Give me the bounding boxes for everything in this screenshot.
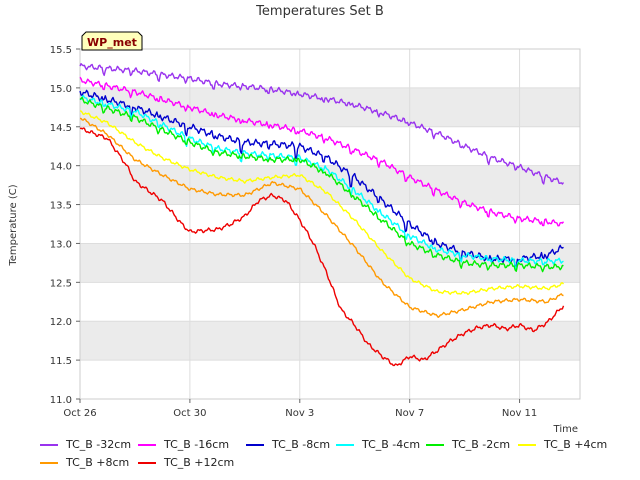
legend-item: TC_B -32cm bbox=[40, 438, 131, 451]
x-tick-label: Nov 11 bbox=[502, 408, 537, 419]
legend-item: TC_B -2cm bbox=[426, 438, 510, 451]
y-axis: 11.0 11.5 12.0 12.5 13.0 13.5 14.0 14.5 15.0 15.5 bbox=[50, 45, 80, 406]
legend-item: TC_B +12cm bbox=[138, 456, 234, 469]
y-tick-label: 11.0 bbox=[50, 395, 72, 406]
legend-item: TC_B -16cm bbox=[138, 438, 229, 451]
legend-swatch bbox=[40, 461, 58, 464]
series-line-7 bbox=[79, 117, 564, 318]
series-line-2 bbox=[79, 76, 565, 227]
legend-label: TC_B +8cm bbox=[66, 456, 130, 469]
legend: TC_B -32cm TC_B -16cm TC_B -8cm TC_B -4cm TC… bbox=[0, 434, 640, 480]
legend-item: TC_B -8cm bbox=[246, 438, 330, 451]
y-tick-label: 11.5 bbox=[50, 356, 72, 367]
chart-canvas: Temperatures Set B 11.011.512.012.513.01… bbox=[8, 4, 581, 434]
x-tick-label: Nov 3 bbox=[285, 408, 314, 419]
legend-item: TC_B -4cm bbox=[336, 438, 420, 451]
legend-swatch bbox=[138, 461, 156, 464]
series-line-8 bbox=[79, 127, 565, 367]
plot-area bbox=[79, 48, 581, 400]
band bbox=[80, 165, 580, 205]
series-line-3 bbox=[79, 89, 564, 268]
legend-label: TC_B -32cm bbox=[66, 438, 132, 451]
y-tick-label: 12.5 bbox=[50, 278, 72, 289]
series-line-1 bbox=[79, 63, 565, 185]
legend-label: TC_B -2cm bbox=[452, 438, 511, 451]
legend-swatch bbox=[246, 443, 264, 446]
series-line-4 bbox=[79, 94, 564, 271]
y-tick-label: 15.0 bbox=[50, 84, 72, 95]
y-tick-label: 14.5 bbox=[50, 123, 72, 134]
y-tick-label: 13.0 bbox=[50, 239, 72, 250]
legend-swatch bbox=[336, 443, 354, 446]
legend-label: TC_B -16cm bbox=[164, 438, 230, 451]
legend-swatch bbox=[138, 443, 156, 446]
legend-label: TC_B +4cm bbox=[544, 438, 608, 451]
chart-title: Temperatures Set B bbox=[255, 4, 384, 19]
legend-swatch bbox=[518, 443, 536, 446]
legend-swatch bbox=[40, 443, 58, 446]
series-line-5 bbox=[79, 96, 564, 273]
x-axis-label: Time bbox=[553, 424, 578, 434]
station-badge: WP_met bbox=[81, 31, 143, 51]
x-tick-label: Oct 30 bbox=[173, 408, 206, 419]
series-line-6 bbox=[79, 110, 565, 296]
legend-swatch bbox=[426, 443, 444, 446]
background-bands bbox=[80, 87, 580, 361]
band bbox=[80, 243, 580, 283]
legend-item: TC_B +4cm bbox=[518, 438, 607, 451]
x-tick-label: Oct 26 bbox=[63, 408, 96, 419]
y-tick-label: 14.0 bbox=[50, 162, 72, 173]
band bbox=[80, 87, 580, 127]
y-tick-label: 15.5 bbox=[50, 45, 72, 56]
legend-label: TC_B -8cm bbox=[272, 438, 331, 451]
series-lines bbox=[79, 63, 565, 367]
station-badge-label: WP_met bbox=[87, 36, 137, 49]
x-tick-label: Nov 7 bbox=[395, 408, 424, 419]
y-tick-label: 12.0 bbox=[50, 317, 72, 328]
legend-item: TC_B +8cm bbox=[40, 456, 129, 469]
y-tick-label: 13.5 bbox=[50, 201, 72, 212]
legend-label: TC_B +12cm bbox=[164, 456, 235, 469]
legend-label: TC_B -4cm bbox=[362, 438, 421, 451]
y-axis-label: Temperature (C) bbox=[8, 184, 19, 266]
band bbox=[80, 321, 580, 361]
x-axis: Oct 26 Oct 30 Nov 3 Nov 7 Nov 11 bbox=[63, 399, 537, 419]
